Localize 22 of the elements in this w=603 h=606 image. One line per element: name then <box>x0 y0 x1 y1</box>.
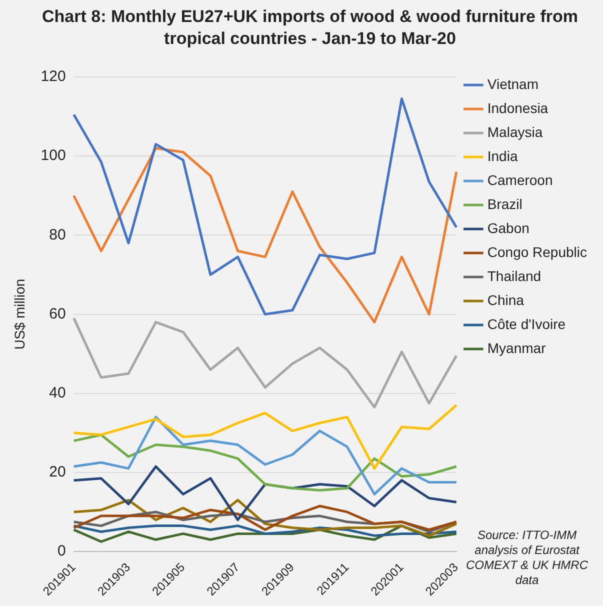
legend-label: India <box>487 148 518 164</box>
legend-label: Malaysia <box>487 124 543 140</box>
legend-label: Gabon <box>487 220 530 236</box>
y-tick-label: 20 <box>49 464 66 481</box>
legend-label: Myanmar <box>487 340 546 356</box>
legend-label: Vietnam <box>487 76 538 92</box>
legend-label: Thailand <box>487 268 542 284</box>
y-tick-label: 0 <box>57 542 66 560</box>
y-tick-label: 120 <box>40 68 66 86</box>
legend-label: Indonesia <box>487 100 548 116</box>
y-tick-label: 60 <box>49 305 66 322</box>
y-tick-label: 40 <box>49 384 66 402</box>
legend-label: Brazil <box>487 196 522 212</box>
source-note: Source: ITTO-IMM analysis of Eurostat COMEXT & UK HMRC data <box>466 528 588 587</box>
chart-title: Chart 8: Monthly EU27+UK imports of wood & wood furniture from tropical countries - Jan-19 to Mar-20 <box>41 6 579 50</box>
legend-label: Congo Republic <box>487 244 588 260</box>
y-axis-title: US$ million <box>11 278 28 350</box>
y-tick-label: 80 <box>49 226 66 244</box>
legend-label: Côte d'Ivoire <box>487 316 566 332</box>
legend-label: Cameroon <box>487 172 553 188</box>
legend-label: China <box>487 292 524 308</box>
y-tick-label: 100 <box>40 147 66 164</box>
